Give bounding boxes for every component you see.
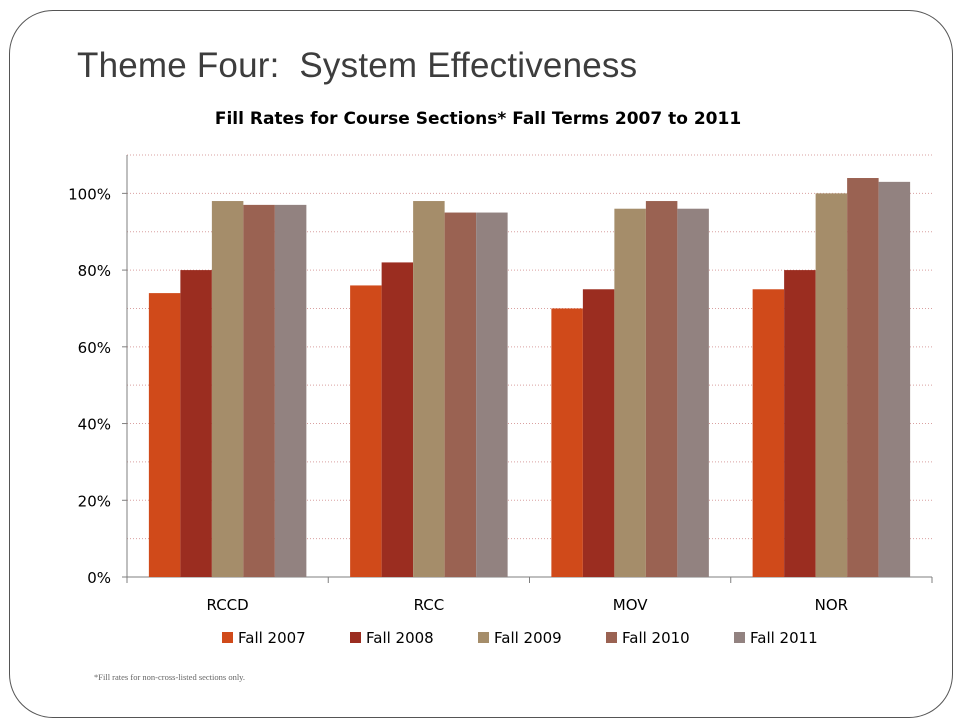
legend-swatch: [734, 632, 745, 643]
bar: [381, 262, 414, 577]
legend: Fall 2007 Fall 2008 Fall 2009 Fall 2010 Fall…: [222, 629, 818, 647]
legend-swatch: [606, 632, 617, 643]
bar: [847, 178, 879, 577]
slide-title: Theme Four: System Effectiveness: [77, 46, 638, 85]
bar: [878, 181, 911, 577]
bar: [350, 285, 382, 577]
bar: [582, 289, 615, 577]
legend-label: Fall 2007: [238, 629, 306, 647]
bar: [148, 293, 181, 577]
legend-label: Fall 2009: [494, 629, 562, 647]
y-tick-label: 60%: [78, 339, 111, 357]
bar: [784, 270, 816, 577]
bar: [752, 289, 785, 577]
legend-swatch: [222, 632, 233, 643]
chart-title: Fill Rates for Course Sections* Fall Ter…: [214, 109, 742, 129]
legend-swatch: [478, 632, 489, 643]
x-tick-label: RCCD: [207, 596, 249, 614]
y-tick-label: 100%: [68, 185, 111, 203]
y-tick-label: 20%: [78, 492, 111, 510]
y-tick-label: 40%: [78, 416, 111, 434]
bar: [476, 212, 508, 577]
legend-swatch: [350, 632, 361, 643]
footnote: *Fill rates for non-cross-listed section…: [94, 672, 246, 682]
legend-label: Fall 2010: [622, 629, 690, 647]
axis-labels: 0% 20% 40% 60% 80% 100% RCCD RCC MOV NOR: [68, 185, 848, 614]
bar: [243, 204, 275, 577]
bar: [551, 308, 583, 577]
y-tick-label: 0%: [87, 569, 111, 587]
bar: [211, 201, 244, 577]
bar: [444, 212, 477, 577]
x-tick-label: NOR: [815, 596, 848, 614]
bar: [274, 204, 307, 577]
bar: [815, 193, 848, 577]
x-tick-label: RCC: [414, 596, 445, 614]
bars: [148, 178, 911, 577]
y-tick-label: 80%: [78, 262, 111, 280]
grid-lines: [127, 154, 932, 540]
legend-label: Fall 2008: [366, 629, 434, 647]
bar: [180, 270, 212, 577]
bar: [645, 201, 678, 577]
bar: [677, 208, 709, 577]
bar: [614, 208, 646, 577]
x-tick-label: MOV: [613, 596, 648, 614]
legend-label: Fall 2011: [750, 629, 818, 647]
bar: [413, 201, 445, 577]
